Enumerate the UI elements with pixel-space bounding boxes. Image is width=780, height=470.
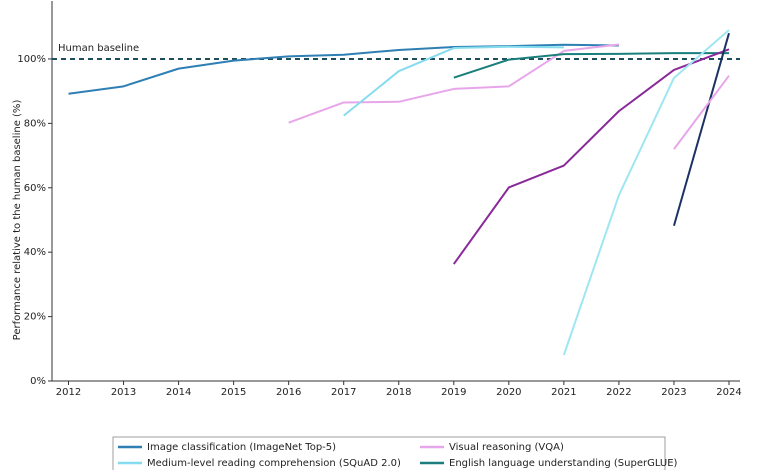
x-tick-label: 2013 [111, 387, 136, 398]
y-axis-label: Performance relative to the human baseli… [12, 100, 23, 341]
x-tick-label: 2014 [166, 387, 191, 398]
series-line [562, 29, 730, 356]
legend-label: Image classification (ImageNet Top-5) [147, 442, 336, 453]
series-line [68, 43, 619, 95]
series-line [288, 43, 620, 124]
x-tick-label: 2023 [661, 387, 686, 398]
series-line [673, 75, 730, 150]
x-tick-label: 2015 [221, 387, 246, 398]
x-tick-label: 2012 [56, 387, 81, 398]
series-line [343, 45, 564, 117]
y-tick-label: 20% [24, 312, 46, 323]
x-tick-label: 2019 [441, 387, 466, 398]
legend-box [112, 436, 666, 470]
series-line [452, 48, 730, 265]
x-tick-label: 2020 [496, 387, 521, 398]
x-tick-label: 2021 [551, 387, 576, 398]
baseline-label: Human baseline [58, 43, 139, 54]
legend-label: Visual reasoning (VQA) [449, 442, 564, 453]
x-tick-label: 2017 [331, 387, 356, 398]
y-tick-label: 40% [24, 247, 46, 258]
y-tick-label: 0% [30, 376, 46, 387]
series-line [453, 52, 729, 79]
x-tick-label: 2024 [716, 387, 741, 398]
y-tick-label: 60% [24, 183, 46, 194]
x-tick-label: 2022 [606, 387, 631, 398]
x-tick-label: 2016 [276, 387, 301, 398]
legend-label: English language understanding (SuperGLU… [449, 458, 678, 469]
y-tick-label: 100% [17, 54, 46, 65]
y-tick-label: 80% [24, 118, 46, 129]
series-line [672, 32, 730, 227]
x-tick-label: 2018 [386, 387, 411, 398]
legend-label: Medium-level reading comprehension (SQuA… [147, 458, 401, 469]
